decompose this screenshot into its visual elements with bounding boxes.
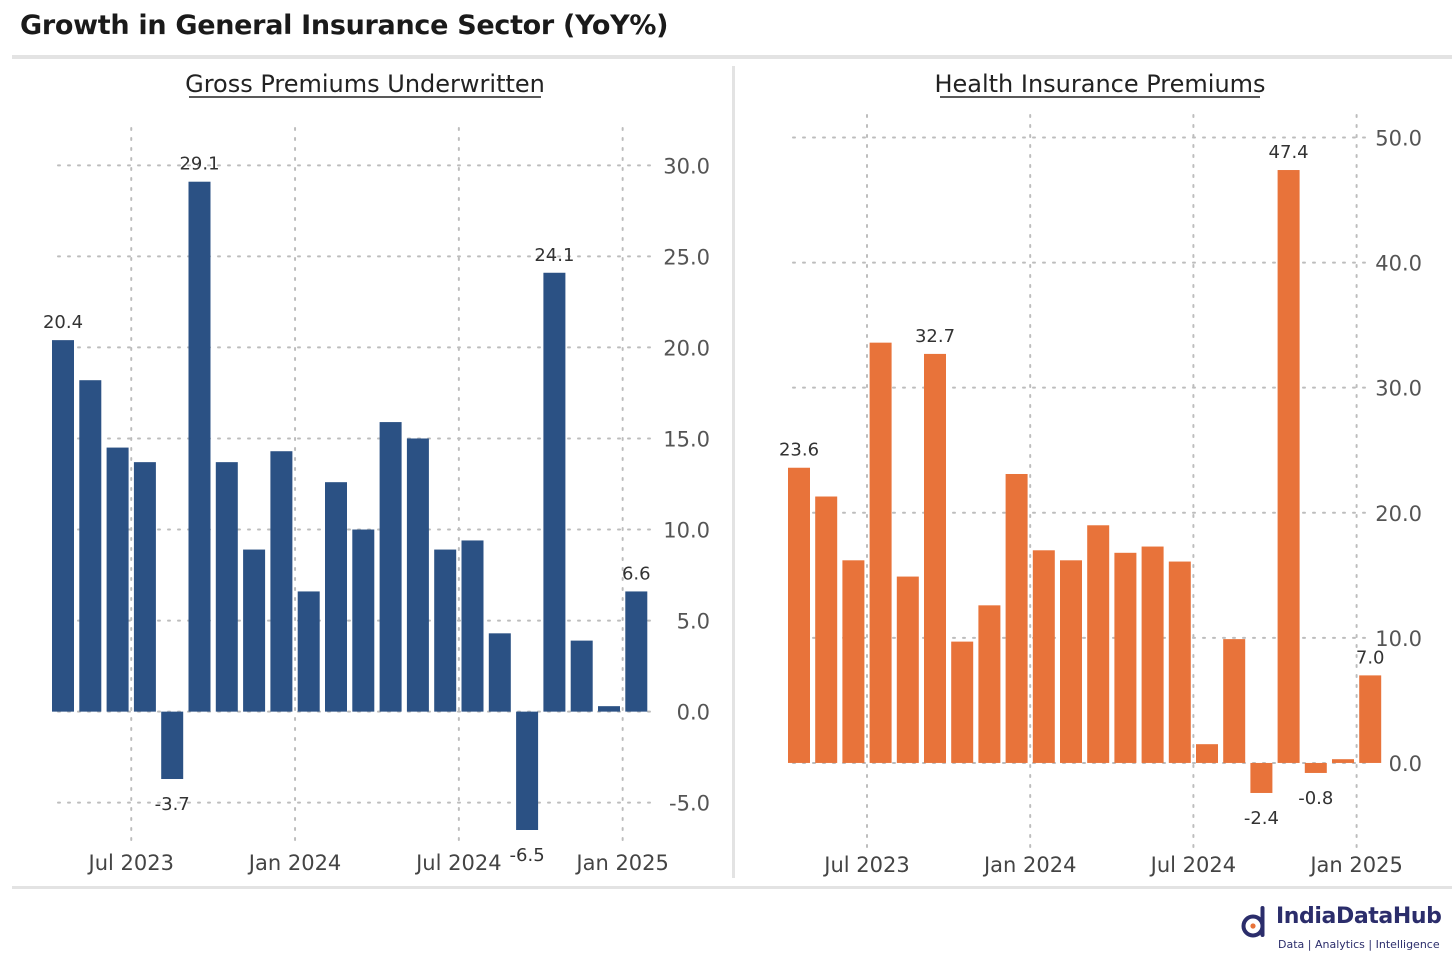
data-label: -0.8 xyxy=(1298,788,1333,809)
data-label: -3.7 xyxy=(155,794,190,815)
x-tick-label: Jan 2024 xyxy=(247,851,342,875)
bar xyxy=(1032,550,1055,763)
x-tick-label: Jan 2025 xyxy=(574,851,669,875)
x-tick-label: Jul 2023 xyxy=(87,851,174,875)
data-label: -2.4 xyxy=(1244,808,1279,829)
bar xyxy=(951,641,974,763)
x-tick-label: Jul 2024 xyxy=(1149,853,1236,877)
data-label: 23.6 xyxy=(779,440,819,461)
bar xyxy=(297,591,320,712)
health-premiums-chart: Health Insurance Premiums 0.0 10.0 20.0 30.0… xyxy=(779,70,1422,877)
bar xyxy=(379,422,402,712)
bar xyxy=(1141,546,1164,763)
y-tick-label: -5.0 xyxy=(669,792,710,816)
y-tick-label: 0.0 xyxy=(1389,752,1422,776)
bar xyxy=(161,711,184,780)
bar xyxy=(869,342,892,763)
bar xyxy=(625,591,648,712)
bar xyxy=(896,576,919,763)
bar xyxy=(52,340,74,712)
y-tick-label: 25.0 xyxy=(663,245,710,269)
y-tick-label: 30.0 xyxy=(1375,377,1422,401)
brand-logo: IndiaDataHub Data | Analytics | Intellig… xyxy=(1240,902,1452,960)
data-label: 24.1 xyxy=(534,245,574,266)
bar xyxy=(543,272,566,712)
y-tick-label: 5.0 xyxy=(677,610,710,634)
gross-premiums-chart: Gross Premiums Underwritten -5.0 0.0 5.0 10.… xyxy=(43,70,710,875)
bar xyxy=(461,540,484,712)
bar xyxy=(1304,762,1327,773)
indiadatahub-logo-icon xyxy=(1241,906,1265,938)
page-title: Growth in General Insurance Sector (YoY%… xyxy=(20,10,669,41)
brand-name: IndiaDataHub xyxy=(1276,904,1442,929)
y-tick-label: 20.0 xyxy=(1375,502,1422,526)
bar xyxy=(1196,744,1218,763)
chart-title: Gross Premiums Underwritten xyxy=(185,70,545,98)
x-tick-label: Jan 2024 xyxy=(982,853,1076,877)
bar xyxy=(1223,639,1246,763)
bar xyxy=(1277,170,1300,763)
x-tick-label: Jan 2025 xyxy=(1308,853,1403,877)
data-label: -6.5 xyxy=(510,845,545,866)
bar xyxy=(516,711,539,830)
data-label: 20.4 xyxy=(43,312,83,333)
data-label: 32.7 xyxy=(915,326,955,347)
bar xyxy=(1087,525,1110,763)
bar xyxy=(133,462,156,712)
bar xyxy=(1114,552,1137,763)
y-tick-label: 0.0 xyxy=(677,701,710,725)
bar xyxy=(788,467,810,763)
bar xyxy=(1359,675,1382,763)
bar xyxy=(215,462,238,712)
y-tick-label: 10.0 xyxy=(1375,627,1422,651)
y-tick-label: 15.0 xyxy=(663,427,710,451)
bar xyxy=(270,451,293,712)
data-label: 29.1 xyxy=(179,154,219,175)
bar xyxy=(1332,759,1354,763)
bar xyxy=(815,496,838,763)
data-label: 7.0 xyxy=(1356,647,1385,668)
x-tick-label: Jul 2023 xyxy=(822,853,909,877)
bar xyxy=(1250,762,1273,793)
bar xyxy=(570,640,593,712)
bar xyxy=(352,529,375,712)
title-divider xyxy=(12,55,1452,59)
chart-title: Health Insurance Premiums xyxy=(934,70,1265,98)
bar xyxy=(1005,473,1028,763)
bar xyxy=(1168,561,1191,763)
bar xyxy=(978,605,1001,763)
bar xyxy=(598,706,620,712)
y-tick-label: 40.0 xyxy=(1375,252,1422,276)
brand-tagline: Data | Analytics | Intelligence xyxy=(1278,938,1440,951)
bar xyxy=(434,549,457,712)
data-label: 6.6 xyxy=(622,563,651,584)
bar xyxy=(243,549,266,712)
bar xyxy=(842,560,865,763)
bar xyxy=(924,353,946,763)
bar xyxy=(106,447,129,712)
footer-divider xyxy=(12,886,1452,889)
x-tick-label: Jul 2024 xyxy=(414,851,501,875)
bar xyxy=(79,380,102,712)
bar xyxy=(1060,560,1082,763)
bar xyxy=(188,181,211,712)
y-tick-label: 10.0 xyxy=(663,519,710,543)
bar xyxy=(488,633,511,712)
y-tick-label: 30.0 xyxy=(663,154,710,178)
data-label: 47.4 xyxy=(1269,142,1309,163)
y-tick-label: 20.0 xyxy=(663,336,710,360)
y-tick-label: 50.0 xyxy=(1375,127,1422,151)
panel-divider xyxy=(732,66,735,878)
bar xyxy=(325,482,347,712)
bar xyxy=(406,438,429,712)
